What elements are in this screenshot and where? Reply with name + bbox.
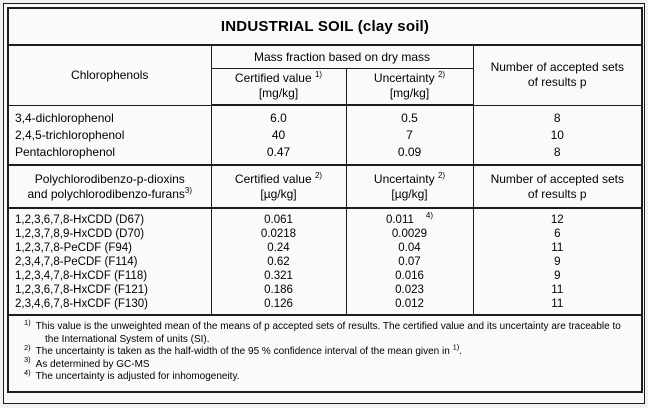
page-title: INDUSTRIAL SOIL (clay soil) <box>7 7 643 46</box>
analyte-name: 1,2,3,6,7,8-HxCDF (F121) <box>7 283 212 297</box>
analyte-name: 2,4,5-trichlorophenol <box>7 127 212 144</box>
accepted-sets-count: 8 <box>472 144 643 165</box>
footnotes-row: 1) This value is the unweighted mean of t… <box>7 314 643 392</box>
analyte-name: 3,4-dichlorophenol <box>7 105 212 127</box>
uncertainty-value: 0.023 <box>345 283 474 297</box>
table-row: 1,2,3,7,8,9-HxCDD (D70) 0.0218 0.0029 6 <box>7 227 643 241</box>
uncertainty-value: 0.09 <box>345 144 474 165</box>
uncertainty-value: 0.011 4) <box>345 208 474 227</box>
table-row: 1,2,3,6,7,8-HxCDD (D67) 0.061 0.011 4) 12 <box>7 208 643 227</box>
accepted-sets-count: 9 <box>472 269 643 283</box>
accepted-sets-count: 11 <box>472 297 643 315</box>
certified-value: 0.24 <box>210 241 347 255</box>
column-header-uncertainty: Uncertainty 2) [mg/kg] <box>345 67 474 106</box>
footnote-4: 4) The uncertainty is adjusted for inhomo… <box>24 367 240 382</box>
certified-value: 0.0218 <box>210 227 347 241</box>
analyte-name: 1,2,3,7,8-PeCDF (F94) <box>7 241 212 255</box>
footnote-ref-icon: 2) <box>314 170 323 180</box>
analyte-name: Pentachlorophenol <box>7 144 212 165</box>
column-header-uncertainty: Uncertainty 2) [µg/kg] <box>345 164 474 209</box>
uncertainty-value: 0.5 <box>345 105 474 127</box>
footnote-ref-icon: 2) <box>437 70 446 80</box>
footnote-2: 2) The uncertainty is taken as the half-w… <box>24 342 463 357</box>
footnote-ref-icon: 3) <box>184 185 193 195</box>
certified-value: 0.186 <box>210 283 347 297</box>
certified-values-table: INDUSTRIAL SOIL (clay soil) Chlorophenol… <box>7 7 644 393</box>
uncertainty-value: 0.0029 <box>345 227 474 241</box>
analyte-name: 1,2,3,4,7,8-HxCDF (F118) <box>7 269 212 283</box>
accepted-sets-count: 10 <box>472 127 643 144</box>
accepted-sets-count: 8 <box>472 105 643 127</box>
footnote-1: 1) This value is the unweighted mean of t… <box>24 317 621 345</box>
certified-value: 0.47 <box>210 144 347 165</box>
analyte-name: 1,2,3,7,8,9-HxCDD (D70) <box>7 227 212 241</box>
accepted-sets-count: 11 <box>472 241 643 255</box>
table-row: 1,2,3,6,7,8-HxCDF (F121) 0.186 0.023 11 <box>7 283 643 297</box>
column-header-certified-value: Certified value 2) [µg/kg] <box>210 164 347 209</box>
certified-value: 6.0 <box>210 105 347 127</box>
table-row: Pentachlorophenol 0.47 0.09 8 <box>7 144 643 165</box>
footnote-ref-icon: 2) <box>437 170 446 180</box>
section1-column-headers: Certified value 1) [mg/kg] Uncertainty 2… <box>8 67 642 106</box>
certified-value: 40 <box>210 127 347 144</box>
section2-column-headers: Polychlorodibenzo-p-dioxins and polychlo… <box>7 164 643 209</box>
uncertainty-value: 0.012 <box>345 297 474 315</box>
uncertainty-value: 7 <box>345 127 474 144</box>
accepted-sets-count: 11 <box>472 283 643 297</box>
certified-value: 0.126 <box>210 297 347 315</box>
accepted-sets-line1: Number of accepted sets <box>490 60 624 75</box>
footnotes-cell: 1) This value is the unweighted mean of t… <box>7 314 643 392</box>
table-row: 2,4,5-trichlorophenol 40 7 10 <box>7 127 643 144</box>
table-title-row: INDUSTRIAL SOIL (clay soil) <box>7 7 643 46</box>
group-header-mass-fraction: Mass fraction based on dry mass <box>210 44 474 69</box>
footnote-ref-icon: 1) <box>314 70 323 80</box>
group-header-row: Chlorophenols Mass fraction based on dry… <box>7 44 643 106</box>
uncertainty-unit: [µg/kg] <box>391 186 428 201</box>
section2-analyte-header: Polychlorodibenzo-p-dioxins and polychlo… <box>7 164 212 209</box>
table-row: 1,2,3,4,7,8-HxCDF (F118) 0.321 0.016 9 <box>7 269 643 283</box>
analyte-name: 2,3,4,6,7,8-HxCDF (F130) <box>7 297 212 315</box>
certified-value: 0.321 <box>210 269 347 283</box>
column-header-accepted-sets: Number of accepted sets of results p <box>472 164 643 209</box>
footnote-ref-icon: 4) <box>425 211 434 221</box>
certified-unit: [µg/kg] <box>260 186 297 201</box>
column-header-accepted-sets: Number of accepted sets of results p <box>472 44 643 106</box>
accepted-sets-count: 9 <box>472 255 643 269</box>
table-row: 2,3,4,7,8-PeCDF (F114) 0.62 0.07 9 <box>7 255 643 269</box>
column-header-certified-value: Certified value 1) [mg/kg] <box>210 67 347 106</box>
certified-value: 0.62 <box>210 255 347 269</box>
accepted-sets-count: 6 <box>472 227 643 241</box>
table-row: 1,2,3,7,8-PeCDF (F94) 0.24 0.04 11 <box>7 241 643 255</box>
analyte-name: 2,3,4,7,8-PeCDF (F114) <box>7 255 212 269</box>
uncertainty-value: 0.07 <box>345 255 474 269</box>
table-row: 2,3,4,6,7,8-HxCDF (F130) 0.126 0.012 11 <box>7 297 643 315</box>
footnote-3: 3) As determined by GC-MS <box>24 355 150 370</box>
accepted-sets-line2: of results p <box>527 75 587 90</box>
uncertainty-value: 0.016 <box>345 269 474 283</box>
section1-analyte-header: Chlorophenols <box>7 44 212 106</box>
analyte-name: 1,2,3,6,7,8-HxCDD (D67) <box>7 208 212 227</box>
uncertainty-unit: [mg/kg] <box>389 86 430 101</box>
table-row: 3,4-dichlorophenol 6.0 0.5 8 <box>7 105 643 127</box>
certified-value: 0.061 <box>210 208 347 227</box>
uncertainty-value: 0.04 <box>345 241 474 255</box>
accepted-sets-count: 12 <box>472 208 643 227</box>
certified-unit: [mg/kg] <box>258 86 299 101</box>
